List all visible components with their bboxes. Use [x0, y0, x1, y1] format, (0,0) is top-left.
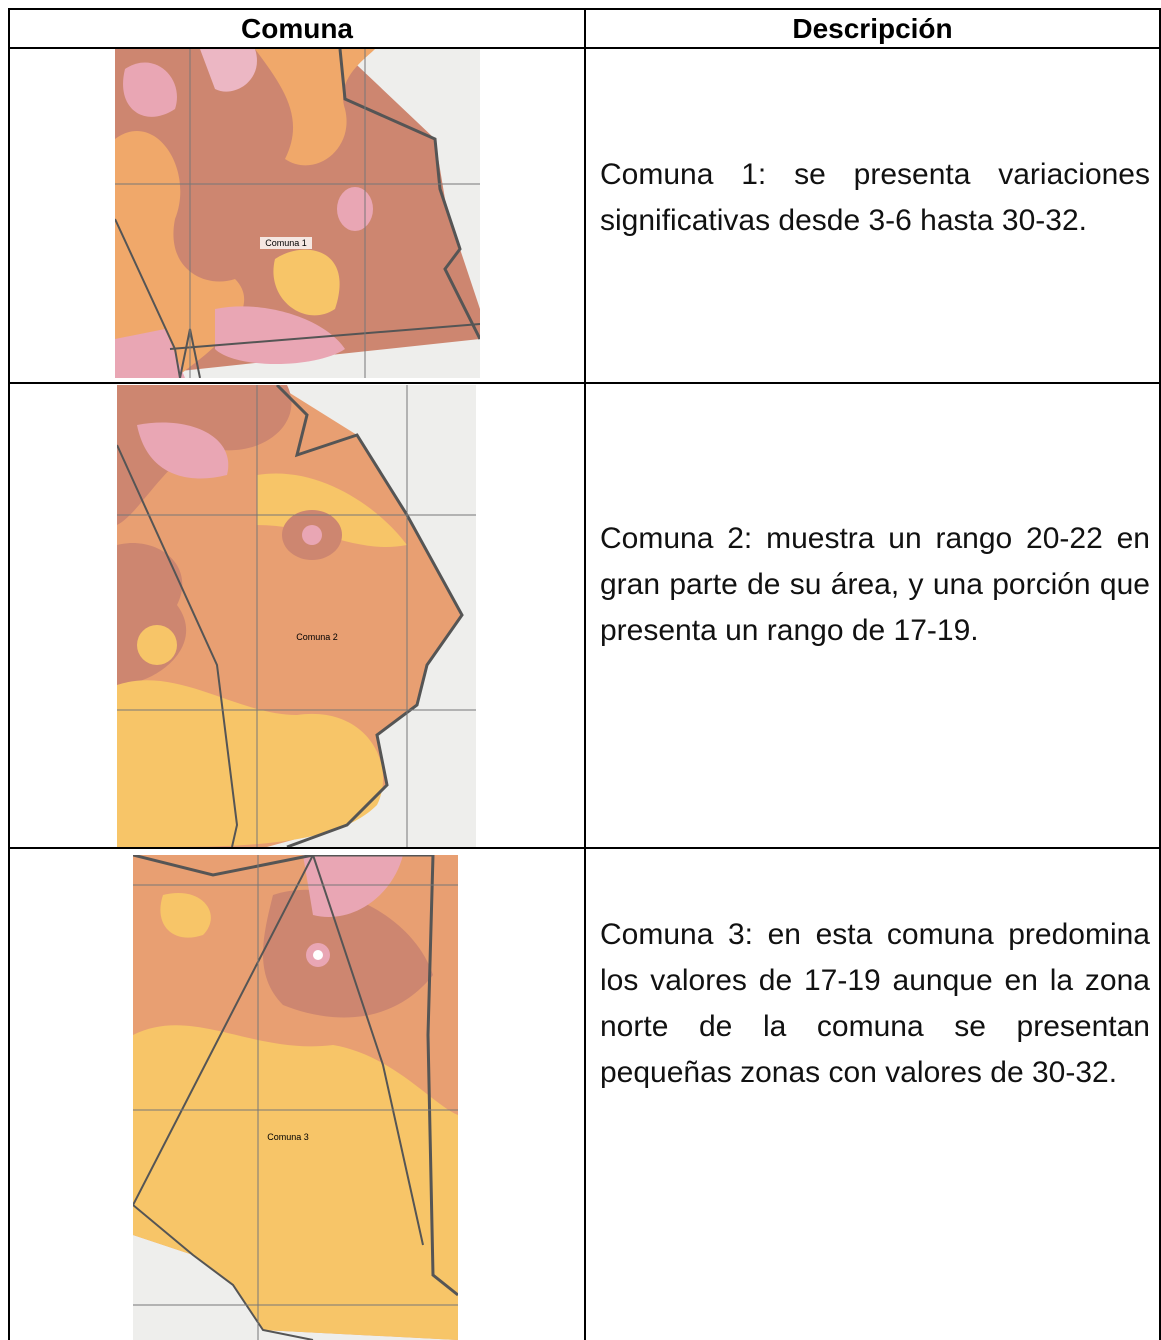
header-cell: Descripción	[792, 13, 953, 44]
table-border	[1159, 8, 1161, 1340]
map-image: Comuna 2	[117, 385, 476, 847]
description: Comuna 3: en esta comuna predomina los v…	[600, 918, 1150, 1089]
table-border	[8, 8, 10, 1340]
header-cell: Comuna	[241, 13, 353, 44]
map-label: Comuna 1	[265, 238, 307, 248]
map-label: Comuna 2	[296, 632, 338, 642]
map-image: Comuna 1	[115, 49, 480, 378]
description: Comuna 1: se presenta variaciones signif…	[600, 158, 1150, 237]
map-label: Comuna 3	[267, 1132, 309, 1142]
description: Comuna 2: muestra un rango 20-22 en gran…	[600, 522, 1150, 647]
table-border	[584, 8, 586, 1340]
map-image: Comuna 3	[133, 855, 458, 1340]
